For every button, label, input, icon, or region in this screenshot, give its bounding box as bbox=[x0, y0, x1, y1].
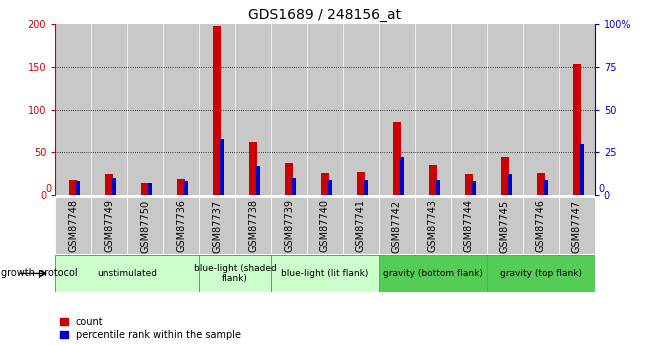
Bar bbox=[271, 255, 379, 292]
Bar bbox=[220, 139, 224, 195]
Bar bbox=[400, 157, 404, 195]
Bar bbox=[76, 181, 81, 195]
Bar bbox=[112, 178, 116, 195]
Bar bbox=[199, 255, 271, 292]
Bar bbox=[249, 142, 257, 195]
Text: GSM87740: GSM87740 bbox=[320, 199, 330, 253]
Bar bbox=[472, 181, 476, 195]
Text: growth protocol: growth protocol bbox=[1, 268, 78, 278]
Bar bbox=[292, 178, 296, 195]
Bar bbox=[307, 24, 343, 195]
Bar bbox=[55, 255, 199, 292]
Bar bbox=[127, 24, 163, 195]
Bar bbox=[148, 183, 152, 195]
Bar bbox=[328, 179, 332, 195]
Bar bbox=[127, 197, 163, 254]
Text: GSM87743: GSM87743 bbox=[428, 199, 438, 253]
Bar bbox=[487, 197, 523, 254]
Bar bbox=[487, 24, 523, 195]
Bar bbox=[487, 255, 595, 292]
Text: GSM87736: GSM87736 bbox=[176, 199, 186, 253]
Bar bbox=[256, 166, 260, 195]
Text: gravity (bottom flank): gravity (bottom flank) bbox=[383, 269, 483, 278]
Bar bbox=[364, 179, 368, 195]
Bar bbox=[573, 64, 580, 195]
Text: GSM87747: GSM87747 bbox=[572, 199, 582, 253]
Text: blue-light (lit flank): blue-light (lit flank) bbox=[281, 269, 369, 278]
Bar bbox=[429, 165, 437, 195]
Text: 0: 0 bbox=[598, 184, 604, 194]
Bar bbox=[199, 197, 235, 254]
Bar bbox=[271, 24, 307, 195]
Bar bbox=[105, 174, 113, 195]
Bar bbox=[508, 175, 512, 195]
Bar bbox=[415, 197, 451, 254]
Bar bbox=[235, 197, 271, 254]
Text: GSM87750: GSM87750 bbox=[140, 199, 150, 253]
Text: GSM87745: GSM87745 bbox=[500, 199, 510, 253]
Text: GSM87741: GSM87741 bbox=[356, 199, 366, 253]
Bar bbox=[523, 197, 559, 254]
Bar bbox=[307, 197, 343, 254]
Title: GDS1689 / 248156_at: GDS1689 / 248156_at bbox=[248, 8, 402, 22]
Text: GSM87739: GSM87739 bbox=[284, 199, 294, 253]
Bar bbox=[55, 24, 91, 195]
Bar bbox=[163, 24, 199, 195]
Bar bbox=[199, 24, 235, 195]
Text: GSM87738: GSM87738 bbox=[248, 199, 258, 253]
Bar bbox=[537, 173, 545, 195]
Text: GSM87746: GSM87746 bbox=[536, 199, 546, 253]
Bar bbox=[451, 197, 487, 254]
Legend: count, percentile rank within the sample: count, percentile rank within the sample bbox=[60, 317, 240, 340]
Bar bbox=[91, 24, 127, 195]
Text: gravity (top flank): gravity (top flank) bbox=[500, 269, 582, 278]
Text: 0: 0 bbox=[46, 184, 52, 194]
Bar bbox=[523, 24, 559, 195]
Bar bbox=[501, 157, 509, 195]
Bar bbox=[357, 172, 365, 195]
Bar bbox=[436, 179, 440, 195]
Bar bbox=[559, 24, 595, 195]
Bar bbox=[235, 24, 271, 195]
Bar bbox=[343, 197, 379, 254]
Bar bbox=[559, 197, 595, 254]
Bar bbox=[91, 197, 127, 254]
Text: GSM87748: GSM87748 bbox=[68, 199, 78, 253]
Bar bbox=[321, 173, 329, 195]
Text: blue-light (shaded
flank): blue-light (shaded flank) bbox=[194, 264, 276, 283]
Bar bbox=[415, 24, 451, 195]
Text: GSM87742: GSM87742 bbox=[392, 199, 402, 253]
Text: GSM87749: GSM87749 bbox=[104, 199, 114, 253]
Bar bbox=[70, 179, 77, 195]
Bar bbox=[163, 197, 199, 254]
Text: GSM87737: GSM87737 bbox=[212, 199, 222, 253]
Bar bbox=[285, 163, 293, 195]
Text: unstimulated: unstimulated bbox=[98, 269, 157, 278]
Bar bbox=[184, 181, 188, 195]
Bar bbox=[213, 26, 221, 195]
Bar bbox=[580, 144, 584, 195]
Bar bbox=[343, 24, 379, 195]
Bar bbox=[141, 183, 149, 195]
Bar bbox=[393, 122, 401, 195]
Bar bbox=[379, 24, 415, 195]
Bar bbox=[379, 255, 487, 292]
Bar bbox=[451, 24, 487, 195]
Bar bbox=[271, 197, 307, 254]
Text: GSM87744: GSM87744 bbox=[464, 199, 474, 253]
Bar bbox=[543, 179, 548, 195]
Bar bbox=[379, 197, 415, 254]
Bar bbox=[177, 179, 185, 195]
Bar bbox=[465, 175, 473, 195]
Bar bbox=[55, 197, 91, 254]
